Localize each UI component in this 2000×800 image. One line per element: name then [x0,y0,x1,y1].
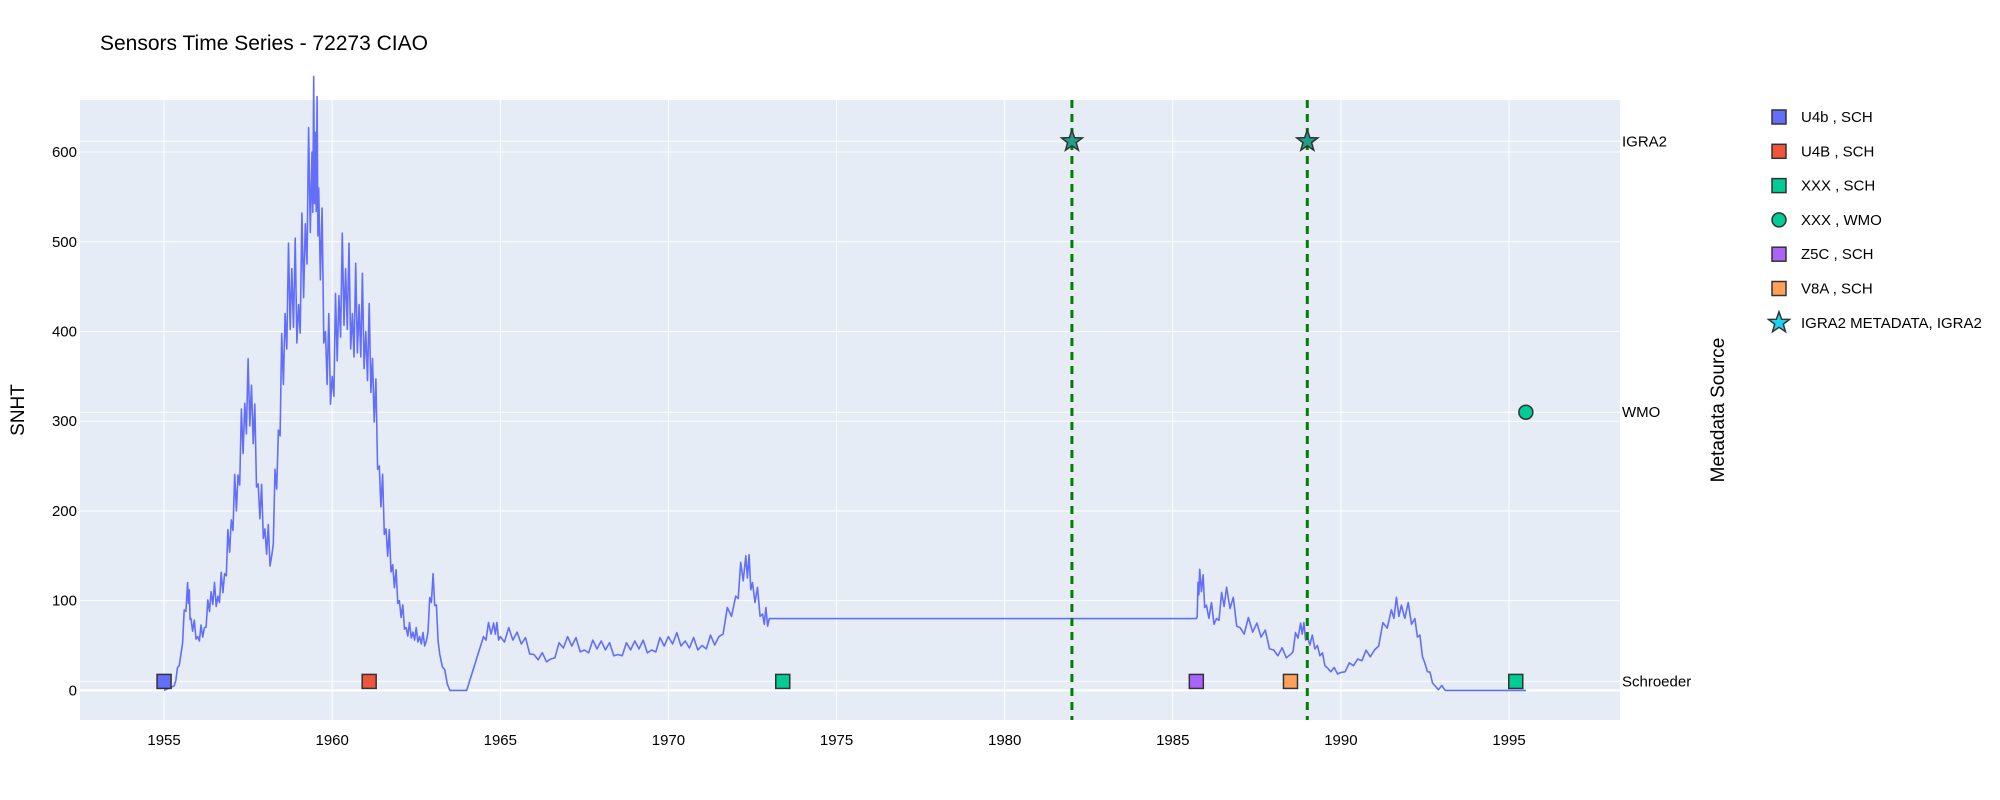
x-tick-label: 1990 [1324,732,1357,749]
y-axis-ticks: 0 100 200 300 400 500 600 [52,144,77,699]
legend-symbol [1771,177,1787,194]
x-tick-label: 1980 [988,732,1021,749]
metadata-source-tick-label: IGRA2 [1622,133,1667,150]
metadata-marker [1294,128,1320,152]
legend-symbol [1771,143,1787,160]
legend-symbol [1771,246,1787,262]
legend-symbol [1766,309,1792,334]
y-axis-title: SNHT [8,384,29,436]
legend-label: IGRA2 METADATA, IGRA2 [1801,315,1982,332]
x-tick-label: 1995 [1492,732,1525,749]
legend-label: XXX , WMO [1801,212,1882,229]
legend-symbol [1771,212,1787,228]
chart-title: Sensors Time Series - 72273 CIAO [100,32,428,55]
metadata-marker [775,673,791,690]
y-tick-label: 300 [52,413,77,430]
x-tick-label: 1970 [652,732,685,749]
legend-symbol [1771,109,1787,125]
legend-label: XXX , SCH [1801,178,1875,195]
plot-area [80,100,1620,720]
y-tick-label: 600 [52,144,77,161]
legend-label: U4B , SCH [1801,143,1874,160]
x-axis-ticks: 1955 1960 1965 1970 1975 1980 1985 1990 1995 [147,732,1525,749]
y-tick-label: 0 [69,682,77,699]
x-tick-label: 1960 [315,732,348,749]
x-tick-label: 1975 [820,732,853,749]
metadata-marker [1188,673,1205,690]
y-tick-label: 100 [52,593,77,610]
legend-symbol [1771,280,1787,297]
y-tick-label: 400 [52,323,77,340]
metadata-markers [156,128,1534,690]
metadata-source-axis-ticks: IGRA2 WMO Schroeder [1622,133,1691,690]
x-tick-label: 1965 [484,732,517,749]
metadata-marker [156,673,172,690]
x-tick-label: 1955 [147,732,180,749]
metadata-source-tick-label: Schroeder [1622,673,1691,690]
legend: U4b , SCH U4B , SCH XXX , SCH XXX , WMO Z5C … [1766,109,1982,334]
y-tick-label: 200 [52,503,77,520]
metadata-marker [1508,673,1524,690]
metadata-marker [1059,128,1085,152]
y-tick-label: 500 [52,234,77,251]
legend-label: Z5C , SCH [1801,246,1874,263]
metadata-marker [361,673,377,690]
legend-label: U4b , SCH [1801,109,1873,126]
metadata-marker [1518,404,1534,420]
vertical-reference-lines [1070,100,1309,720]
x-tick-label: 1985 [1156,732,1189,749]
metadata-marker [1282,673,1299,690]
snht-series-line [163,75,1526,692]
grid-lines [80,100,1620,720]
legend-label: V8A , SCH [1801,281,1873,298]
metadata-source-tick-label: WMO [1622,404,1660,421]
metadata-source-axis-title: Metadata Source [1708,338,1729,483]
